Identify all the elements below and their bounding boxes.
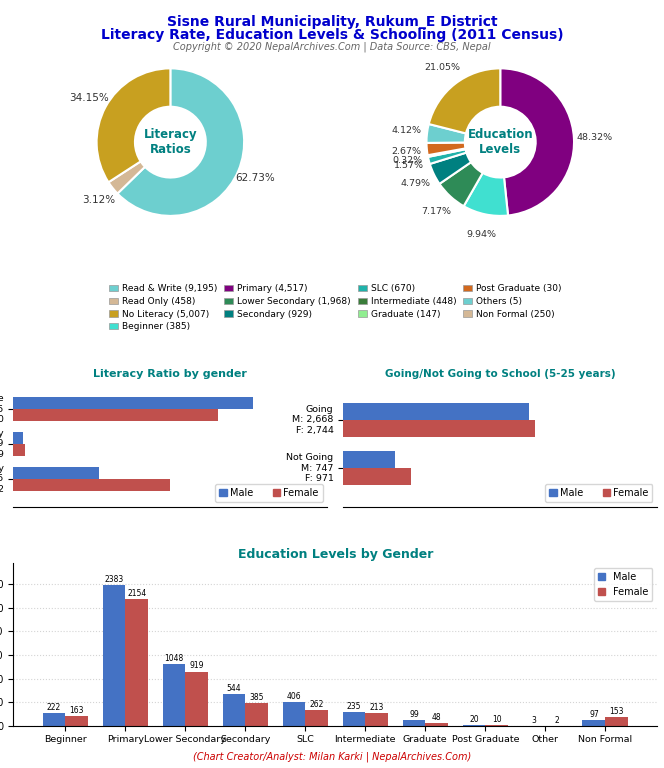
- Text: 2: 2: [554, 716, 559, 724]
- Text: Literacy Rate, Education Levels & Schooling (2011 Census): Literacy Rate, Education Levels & School…: [101, 28, 563, 42]
- Wedge shape: [430, 153, 471, 184]
- Title: Education Levels by Gender: Education Levels by Gender: [238, 548, 433, 561]
- Text: Copyright © 2020 NepalArchives.Com | Data Source: CBS, Nepal: Copyright © 2020 NepalArchives.Com | Dat…: [173, 41, 491, 52]
- Text: 544: 544: [226, 684, 241, 693]
- Wedge shape: [428, 148, 465, 157]
- Text: 34.15%: 34.15%: [70, 93, 110, 103]
- Wedge shape: [96, 68, 171, 182]
- Wedge shape: [118, 68, 244, 216]
- Wedge shape: [108, 161, 145, 194]
- Legend: Male, Female: Male, Female: [545, 484, 653, 502]
- Bar: [185, 671, 208, 726]
- Bar: [343, 420, 535, 437]
- Text: 919: 919: [189, 661, 204, 670]
- Wedge shape: [428, 149, 466, 164]
- Bar: [13, 478, 170, 491]
- Text: 10: 10: [492, 715, 501, 724]
- Text: Education
Levels: Education Levels: [467, 128, 533, 156]
- Wedge shape: [426, 124, 466, 143]
- Text: 20: 20: [469, 714, 479, 723]
- Bar: [13, 409, 218, 422]
- Text: 4.79%: 4.79%: [400, 179, 430, 187]
- Wedge shape: [500, 68, 574, 216]
- Bar: [343, 468, 411, 485]
- Bar: [125, 598, 148, 726]
- Bar: [606, 717, 628, 726]
- Bar: [343, 712, 365, 726]
- Text: 9.94%: 9.94%: [466, 230, 496, 239]
- Bar: [365, 713, 388, 726]
- Text: 153: 153: [610, 707, 624, 716]
- Text: 1.57%: 1.57%: [394, 161, 424, 170]
- Bar: [343, 403, 529, 420]
- Wedge shape: [440, 162, 483, 206]
- Bar: [402, 720, 426, 726]
- Text: 97: 97: [589, 710, 599, 719]
- Text: 48.32%: 48.32%: [576, 133, 613, 141]
- Bar: [305, 710, 328, 726]
- Bar: [42, 713, 65, 726]
- Text: (Chart Creator/Analyst: Milan Karki | NepalArchives.Com): (Chart Creator/Analyst: Milan Karki | Ne…: [193, 751, 471, 762]
- Text: 2.67%: 2.67%: [391, 147, 421, 156]
- Title: Literacy Ratio by gender: Literacy Ratio by gender: [94, 369, 247, 379]
- Text: 62.73%: 62.73%: [236, 173, 275, 183]
- Wedge shape: [426, 143, 465, 155]
- Wedge shape: [428, 148, 465, 155]
- Text: 48: 48: [432, 713, 442, 722]
- Bar: [13, 432, 23, 444]
- Text: 385: 385: [250, 693, 264, 702]
- Wedge shape: [463, 173, 508, 216]
- Bar: [282, 702, 305, 726]
- Text: 3: 3: [531, 716, 537, 724]
- Title: Going/Not Going to School (5-25 years): Going/Not Going to School (5-25 years): [385, 369, 616, 379]
- Text: 262: 262: [309, 700, 324, 709]
- Text: 1048: 1048: [164, 654, 183, 663]
- Legend: Read & Write (9,195), Read Only (458), No Literacy (5,007), Beginner (385), Prim: Read & Write (9,195), Read Only (458), N…: [109, 284, 562, 331]
- Text: 7.17%: 7.17%: [421, 207, 452, 216]
- Text: 21.05%: 21.05%: [424, 63, 460, 72]
- Legend: Male, Female: Male, Female: [594, 568, 653, 601]
- Text: 2383: 2383: [104, 575, 124, 584]
- Text: 0.32%: 0.32%: [392, 156, 423, 164]
- Bar: [463, 724, 485, 726]
- Bar: [343, 451, 395, 468]
- Text: 163: 163: [70, 706, 84, 715]
- Text: 99: 99: [409, 710, 419, 719]
- Bar: [13, 467, 98, 478]
- Text: 406: 406: [287, 692, 301, 700]
- Text: 235: 235: [347, 702, 361, 711]
- Bar: [13, 444, 25, 456]
- Bar: [426, 723, 448, 726]
- Bar: [222, 694, 245, 726]
- Wedge shape: [429, 68, 500, 134]
- Bar: [13, 397, 253, 409]
- Bar: [102, 585, 125, 726]
- Bar: [163, 664, 185, 726]
- Text: 213: 213: [370, 703, 384, 712]
- Text: Literacy
Ratios: Literacy Ratios: [143, 128, 197, 156]
- Bar: [245, 703, 268, 726]
- Text: Sisne Rural Municipality, Rukum_E District: Sisne Rural Municipality, Rukum_E Distri…: [167, 15, 497, 29]
- Text: 222: 222: [47, 703, 61, 712]
- Text: 2154: 2154: [127, 588, 146, 598]
- Bar: [582, 720, 606, 726]
- Bar: [65, 716, 88, 726]
- Text: 4.12%: 4.12%: [392, 127, 422, 135]
- Text: 3.12%: 3.12%: [82, 194, 115, 204]
- Legend: Male, Female: Male, Female: [215, 484, 323, 502]
